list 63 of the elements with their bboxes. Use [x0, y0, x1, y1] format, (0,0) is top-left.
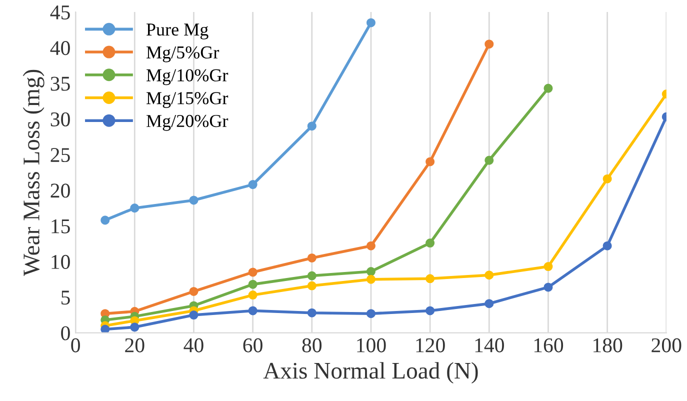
x-tick-label: 20 — [125, 338, 144, 352]
x-tick-label: 100 — [357, 338, 386, 352]
legend-label: Mg/10%Gr — [146, 69, 228, 86]
legend-label: Mg/15%Gr — [146, 92, 228, 108]
x-tick-label: 180 — [594, 338, 622, 352]
point — [426, 274, 435, 284]
x-tick-label: 80 — [302, 338, 322, 352]
point — [544, 84, 553, 93]
y-tick-label: 0 — [61, 326, 70, 340]
point — [130, 204, 140, 213]
point — [248, 280, 258, 289]
point — [484, 156, 494, 165]
x-tick-label: 200 — [652, 338, 682, 352]
point — [189, 286, 198, 296]
point — [130, 322, 140, 332]
point — [248, 180, 258, 190]
point — [366, 309, 376, 318]
point — [544, 262, 553, 272]
point — [544, 282, 553, 292]
x-axis-title: Axis Normal Load (N) — [263, 362, 478, 384]
x-tick-label: 120 — [416, 338, 445, 352]
point — [307, 281, 316, 290]
point — [366, 267, 376, 276]
point — [307, 308, 316, 318]
point — [189, 196, 198, 205]
x-tick-label: 40 — [184, 338, 204, 352]
point — [366, 18, 376, 28]
y-tick-label: 45 — [50, 6, 70, 20]
legend-label: Pure Mg — [146, 24, 208, 40]
point — [426, 306, 435, 316]
y-tick-label: 5 — [62, 290, 70, 305]
legend-label: Mg/20%Gr — [146, 114, 228, 131]
y-tick-label: 25 — [50, 148, 70, 162]
point — [366, 274, 376, 284]
y-tick-label: 10 — [52, 254, 70, 269]
point — [248, 306, 258, 316]
point — [100, 324, 110, 333]
point — [484, 299, 494, 308]
point — [307, 122, 316, 131]
point — [307, 271, 316, 280]
y-tick-label: 30 — [50, 112, 70, 126]
x-tick-label: 60 — [243, 338, 262, 352]
x-tick-label: 160 — [534, 338, 564, 352]
point — [100, 216, 110, 225]
x-tick-label: 0 — [71, 338, 80, 352]
y-tick-label: 15 — [52, 219, 70, 234]
point — [426, 238, 435, 248]
point — [602, 174, 612, 184]
point — [189, 310, 198, 320]
x-tick-label: 140 — [475, 338, 504, 352]
point — [248, 268, 258, 277]
y-axis-title: Wear Mass Loss (mg) — [22, 70, 44, 276]
y-tick-label: 20 — [50, 184, 70, 198]
point — [426, 157, 435, 166]
y-tick-label: 35 — [50, 76, 70, 91]
point — [366, 241, 376, 250]
point — [484, 40, 494, 49]
point — [484, 270, 494, 280]
point — [248, 290, 258, 300]
legend-label: Mg/5%Gr — [146, 46, 220, 62]
point — [602, 241, 612, 250]
y-tick-label: 40 — [50, 41, 70, 56]
point — [307, 253, 316, 262]
